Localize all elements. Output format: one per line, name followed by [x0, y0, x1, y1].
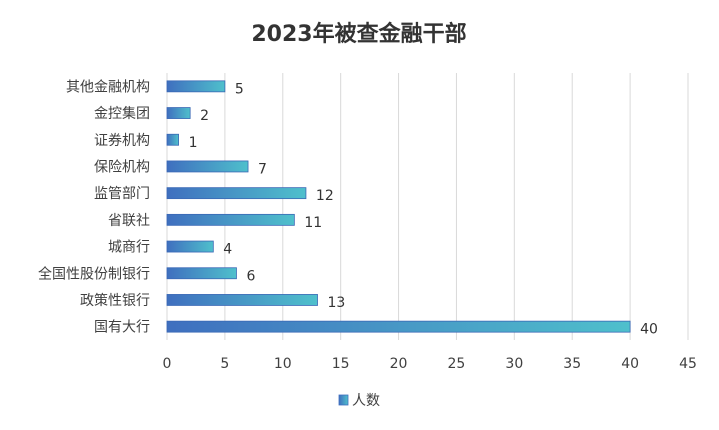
- bar: [166, 213, 295, 226]
- data-label: 11: [304, 215, 322, 231]
- x-tick-label: 30: [505, 356, 523, 372]
- data-labels: 5 21 7 12 11 46 13 40: [189, 81, 658, 337]
- data-label: 13: [328, 295, 346, 311]
- x-tick-label: 45: [679, 356, 697, 372]
- category-label: 政策性银行: [80, 292, 150, 309]
- data-label: 12: [316, 188, 334, 204]
- bar: [166, 133, 179, 146]
- category-labels: 其他金融机构金控集团证券机构保险机构监管部门省联社城商行全国性股份制银行政策性银…: [38, 79, 150, 335]
- x-tick-label: 5: [220, 356, 229, 372]
- category-label: 其他金融机构: [66, 79, 150, 95]
- bar: [166, 320, 631, 333]
- category-label: 证券机构: [94, 133, 150, 149]
- gridlines: [166, 73, 689, 340]
- data-label: 1: [189, 135, 198, 151]
- category-label: 国有大行: [94, 320, 150, 336]
- legend-label: 人数: [352, 393, 380, 409]
- legend: 人数: [338, 393, 380, 409]
- x-tick-label: 10: [274, 356, 292, 372]
- category-label: 全国性股份制银行: [38, 265, 150, 282]
- bar: [166, 80, 226, 93]
- data-label: 7: [258, 161, 267, 177]
- bar: [166, 240, 214, 253]
- x-tick-label: 35: [563, 356, 581, 372]
- category-label: 城商行: [108, 240, 150, 256]
- data-label: 40: [640, 322, 658, 338]
- data-label: 5: [235, 81, 244, 97]
- bar: [166, 187, 307, 200]
- data-label: 6: [246, 268, 255, 284]
- data-label: 4: [223, 242, 232, 258]
- bar: [166, 267, 237, 280]
- bar: [166, 107, 191, 119]
- chart-title: 2023年被查金融干部: [251, 21, 466, 47]
- legend-swatch: [338, 394, 349, 406]
- x-tick-label: 15: [332, 356, 350, 372]
- bar: [166, 294, 318, 306]
- x-tick-label: 40: [621, 356, 639, 372]
- category-label: 省联社: [108, 213, 150, 229]
- x-tick-label: 25: [448, 356, 466, 372]
- x-tick-label: 20: [390, 356, 408, 372]
- x-axis-ticks: 0 5 10 15 20 25 30 35 40 45: [163, 356, 697, 372]
- category-label: 保险机构: [94, 159, 150, 175]
- bar: [166, 160, 249, 173]
- bars: [166, 80, 631, 333]
- category-label: 监管部门: [94, 186, 150, 202]
- category-label: 金控集团: [94, 105, 150, 122]
- x-tick-label: 0: [163, 356, 172, 372]
- data-label: 2: [200, 108, 209, 124]
